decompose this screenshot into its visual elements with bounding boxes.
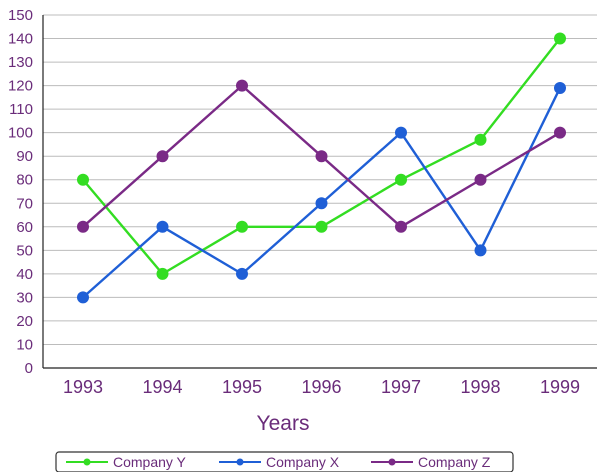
- y-tick-label: 110: [9, 101, 33, 118]
- data-point-company-y: [156, 267, 169, 280]
- axes: [42, 15, 597, 369]
- data-point-company-z: [236, 79, 248, 92]
- data-point-company-x: [77, 291, 89, 304]
- x-tick-label: 1994: [142, 377, 182, 397]
- x-axis-title: Years: [257, 412, 310, 435]
- y-tick-label: 150: [8, 7, 33, 24]
- legend-item-company-y: Company Y: [66, 454, 187, 470]
- x-tick-label: 1999: [540, 377, 580, 397]
- data-point-company-y: [236, 220, 248, 233]
- data-point-company-x: [395, 126, 407, 139]
- y-tick-label: 90: [16, 148, 33, 165]
- data-point-company-z: [315, 150, 328, 163]
- data-point-company-x: [236, 267, 248, 280]
- data-point-company-z: [474, 173, 487, 186]
- series-company-z: [77, 79, 566, 233]
- x-tick-label: 1995: [222, 377, 262, 397]
- y-tick-label: 0: [25, 360, 33, 377]
- y-tick-label: 10: [16, 336, 33, 353]
- data-point-company-z: [395, 220, 407, 233]
- x-tick-label: 1998: [460, 377, 500, 397]
- y-tick-label: 50: [16, 242, 33, 259]
- legend: Company Y Company X Company Z: [55, 451, 514, 472]
- data-point-company-x: [315, 197, 328, 210]
- y-tick-label: 60: [16, 219, 33, 236]
- data-point-company-z: [156, 150, 169, 163]
- series-lines: [77, 32, 566, 304]
- data-point-company-z: [77, 220, 89, 233]
- y-tick-label: 30: [16, 289, 33, 306]
- data-point-company-y: [474, 133, 487, 146]
- x-axis-ticks: 1993 1994 1995 1996 1997 1998 1999: [63, 377, 580, 397]
- data-point-company-y: [77, 173, 89, 186]
- legend-marker: [83, 458, 91, 466]
- y-tick-label: 70: [16, 195, 33, 212]
- y-tick-label: 140: [8, 31, 33, 48]
- legend-label: Company X: [266, 454, 340, 470]
- y-tick-label: 40: [16, 266, 33, 283]
- x-tick-label: 1993: [63, 377, 103, 397]
- legend-item-company-x: Company X: [219, 454, 340, 470]
- legend-marker: [236, 458, 244, 466]
- y-tick-label: 130: [8, 54, 33, 71]
- legend-box: [55, 451, 514, 472]
- x-tick-label: 1997: [381, 377, 421, 397]
- data-point-company-x: [554, 81, 566, 94]
- y-tick-label: 20: [16, 313, 33, 330]
- legend-item-company-z: Company Z: [371, 454, 491, 470]
- legend-label: Company Z: [418, 454, 491, 470]
- data-point-company-z: [554, 126, 566, 139]
- data-point-company-x: [156, 220, 169, 233]
- y-tick-label: 120: [8, 78, 33, 95]
- data-point-company-y: [315, 220, 328, 233]
- y-tick-label: 80: [16, 172, 33, 189]
- data-point-company-y: [554, 32, 566, 45]
- series-company-x: [77, 81, 566, 304]
- legend-marker: [388, 458, 396, 466]
- series-company-y: [77, 32, 566, 280]
- y-tick-label: 100: [8, 125, 33, 142]
- data-point-company-y: [395, 173, 407, 186]
- data-point-company-x: [474, 244, 487, 257]
- legend-label: Company Y: [113, 454, 187, 470]
- x-tick-label: 1996: [301, 377, 341, 397]
- y-axis-ticks: 0 10 20 30 40 50 60 70 80 90 100 110 120 130 140 150: [8, 7, 33, 377]
